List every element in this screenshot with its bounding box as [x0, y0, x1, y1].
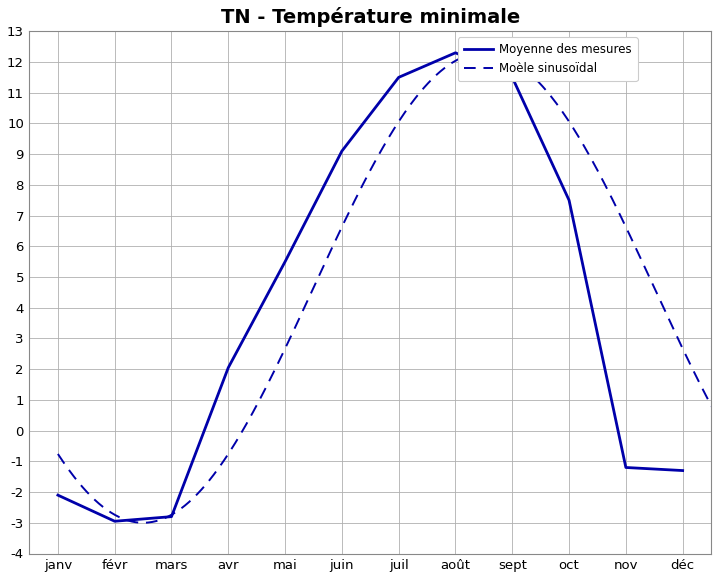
- Title: TN - Température minimale: TN - Température minimale: [220, 7, 520, 27]
- Legend: Moyenne des mesures, Moèle sinusoïdal: Moyenne des mesures, Moèle sinusoïdal: [458, 37, 638, 81]
